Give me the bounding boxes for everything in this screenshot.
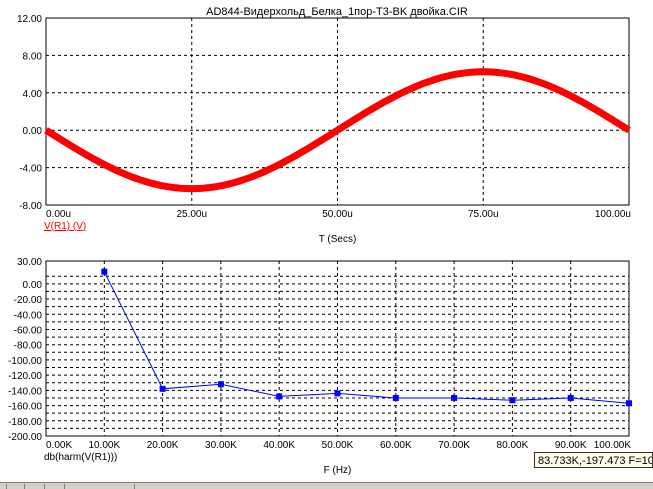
data-point (160, 386, 166, 392)
data-point (276, 393, 282, 399)
y-tick-label: -80.00 (14, 341, 43, 352)
x-tick-label: 75.00u (468, 209, 499, 220)
transient-plot: 0.00u 25.00u 50.00u 75.00u 100.00u 12.00 8.00 4… (17, 14, 631, 245)
data-point (509, 397, 515, 403)
data-point (568, 395, 574, 401)
y-tick-label: -180.00 (8, 417, 42, 428)
y-tick-label: 4.00 (23, 89, 43, 100)
x-tick-label: 50.00u (322, 209, 353, 220)
y-tick-label: -8.00 (19, 201, 42, 212)
y-tick-label: -200.00 (8, 432, 42, 443)
data-point (451, 395, 457, 401)
x-tick-label: 50.00K (322, 440, 354, 451)
y-tick-label: -4.00 (19, 164, 42, 175)
y-tick-label: -60.00 (14, 325, 43, 336)
data-point (101, 269, 107, 275)
y-tick-label: -140.00 (8, 386, 42, 397)
x-tick-label: 70.00K (438, 440, 470, 451)
x-axis-label: T (Secs) (319, 234, 357, 245)
x-tick-label: 100.00K (594, 440, 632, 451)
data-point (393, 395, 399, 401)
x-tick-label: 90.00K (555, 440, 587, 451)
series-label: db(harm(V(R1))) (44, 452, 117, 463)
y-tick-label: -120.00 (8, 371, 42, 382)
harmonic-spectrum-plot: 0.00K 10.00K 20.00K 30.00K 40.00K 50.00K 60.00… (8, 257, 632, 476)
x-tick-label: 100.00u (595, 209, 631, 220)
x-axis-label: F (Hz) (324, 465, 352, 476)
x-tick-label: 10.00K (88, 440, 120, 451)
y-tick-label: 30.00 (17, 257, 42, 268)
y-tick-label: -40.00 (14, 310, 43, 321)
x-tick-label: 80.00K (497, 440, 529, 451)
data-point (335, 390, 341, 396)
x-tick-label: 0.00K (46, 440, 72, 451)
y-tick-label: -100.00 (8, 356, 42, 367)
y-tick-label: 12.00 (17, 14, 42, 25)
data-point (218, 381, 224, 387)
series-label: V(R1) (V) (44, 221, 86, 232)
plot-title: AD844-Видерхольд_Белка_1пор-T3-BK двойка… (206, 6, 468, 18)
x-tick-label: 25.00u (176, 209, 207, 220)
x-tick-label: 20.00K (147, 440, 179, 451)
y-tick-label: -160.00 (8, 402, 42, 413)
series-V(R1) (V) (46, 72, 629, 189)
cursor-readout: 83.733K,-197.473 F=10 (534, 452, 653, 468)
y-tick-label: 0.00 (23, 280, 43, 291)
x-tick-label: 0.00u (46, 209, 71, 220)
y-tick-label: 0.00 (23, 126, 43, 137)
x-tick-label: 40.00K (263, 440, 295, 451)
data-point (626, 400, 632, 406)
y-tick-label: -20.00 (14, 295, 43, 306)
x-tick-label: 30.00K (205, 440, 237, 451)
x-tick-label: 60.00K (380, 440, 412, 451)
y-tick-label: 8.00 (23, 51, 43, 62)
